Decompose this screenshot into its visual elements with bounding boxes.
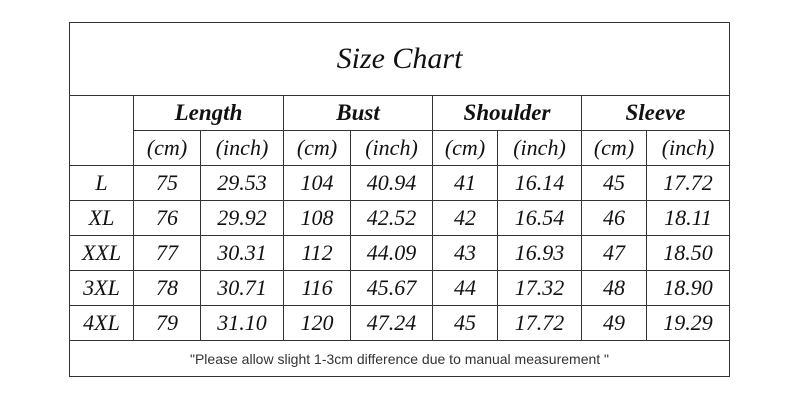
measurement: 16.14 — [497, 165, 582, 201]
measurement: 16.54 — [497, 200, 582, 236]
measurement: 45.67 — [350, 270, 433, 306]
measurement: 42.52 — [350, 200, 433, 236]
table-row: "Please allow slight 1-3cm difference du… — [68, 340, 731, 377]
measurement: 18.90 — [645, 270, 731, 306]
measurement: 77 — [133, 235, 201, 271]
measurement: 48 — [581, 270, 647, 306]
measurement: 42 — [432, 200, 498, 236]
measurement: 47 — [581, 235, 647, 271]
measurement: 78 — [133, 270, 201, 306]
size-label: L — [69, 165, 134, 201]
measurement: 31.10 — [200, 305, 284, 341]
unit-header: (cm) — [581, 130, 647, 166]
measurement: 104 — [283, 165, 351, 201]
unit-header: (inch) — [645, 130, 731, 166]
measurement: 45 — [581, 165, 647, 201]
measurement: 29.92 — [200, 200, 284, 236]
size-label: XL — [69, 200, 134, 236]
table-row: (cm) (inch) (cm) (inch) (cm) (inch) (cm) (inch) — [70, 130, 731, 166]
measurement: 46 — [581, 200, 647, 236]
size-chart-table: Size Chart Length Bust Shoulder Sleeve (cm) (i… — [68, 22, 731, 377]
table-row: 3XL 78 30.71 116 45.67 44 17.32 48 18.90 — [69, 270, 731, 306]
column-group-header: Sleeve — [580, 95, 731, 131]
measurement: 17.72 — [645, 165, 731, 201]
column-group-header: Shoulder — [432, 95, 582, 131]
unit-header: (cm) — [432, 130, 498, 166]
unit-header: (cm) — [283, 130, 351, 166]
measurement: 18.50 — [645, 235, 731, 271]
unit-header: (inch) — [350, 130, 433, 166]
title: Size Chart — [68, 22, 731, 96]
measurement: 29.53 — [200, 165, 284, 201]
table-row: XL 76 29.92 108 42.52 42 16.54 46 18.11 — [69, 200, 731, 236]
measurement: 41 — [432, 165, 498, 201]
footnote: "Please allow slight 1-3cm difference du… — [68, 340, 731, 377]
column-group-header: Length — [133, 95, 284, 131]
measurement: 19.29 — [645, 305, 731, 341]
size-label: 4XL — [69, 305, 134, 341]
measurement: 47.24 — [350, 305, 433, 341]
unit-header: (cm) — [133, 130, 201, 166]
table-row: Size Chart — [68, 22, 731, 96]
measurement: 30.31 — [200, 235, 284, 271]
table-row: XXL 77 30.31 112 44.09 43 16.93 47 18.50 — [69, 235, 731, 271]
measurement: 17.32 — [497, 270, 582, 306]
measurement: 75 — [133, 165, 201, 201]
table-row: 4XL 79 31.10 120 47.24 45 17.72 49 19.29 — [69, 305, 731, 341]
table-body: Size Chart Length Bust Shoulder Sleeve (cm) (i… — [68, 22, 731, 377]
table-row: L 75 29.53 104 40.94 41 16.14 45 17.72 — [69, 165, 731, 201]
measurement: 45 — [432, 305, 498, 341]
measurement: 44 — [432, 270, 498, 306]
measurement: 30.71 — [200, 270, 284, 306]
measurement: 40.94 — [350, 165, 433, 201]
size-label: XXL — [69, 235, 134, 271]
measurement: 17.72 — [497, 305, 582, 341]
unit-header: (inch) — [497, 130, 582, 166]
measurement: 18.11 — [645, 200, 731, 236]
size-label: 3XL — [69, 270, 134, 306]
measurement: 76 — [133, 200, 201, 236]
measurement: 16.93 — [497, 235, 582, 271]
measurement: 108 — [283, 200, 351, 236]
unit-header: (inch) — [200, 130, 284, 166]
measurement: 120 — [283, 305, 351, 341]
measurement: 43 — [432, 235, 498, 271]
measurement: 116 — [283, 270, 351, 306]
measurement: 112 — [283, 235, 351, 271]
measurement: 44.09 — [350, 235, 433, 271]
column-group-header: Bust — [283, 95, 433, 131]
measurement: 49 — [581, 305, 647, 341]
table-row: Length Bust Shoulder Sleeve — [69, 95, 731, 166]
measurement: 79 — [133, 305, 201, 341]
corner-cell — [69, 95, 134, 166]
